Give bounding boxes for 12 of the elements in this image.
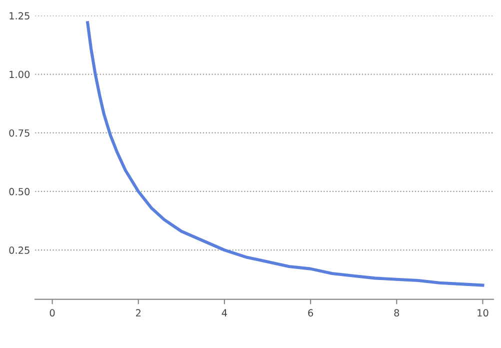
- x-tick-label: 4: [222, 309, 228, 316]
- y-tick-label: 1.25: [10, 12, 30, 20]
- y-tick-label: 0.75: [9, 129, 30, 137]
- x-tick-label: 0: [50, 309, 55, 317]
- x-tick-label: 8: [394, 309, 400, 317]
- x-tick-label: 10: [478, 309, 488, 317]
- line-series: [86, 21, 484, 287]
- x-tick-label: 6: [308, 309, 314, 317]
- y-tick-label: 0.25: [9, 246, 30, 254]
- y-tick-label: 0.50: [9, 188, 30, 196]
- y-tick-label: 1.00: [10, 70, 30, 78]
- x-tick-label: 2: [136, 309, 140, 316]
